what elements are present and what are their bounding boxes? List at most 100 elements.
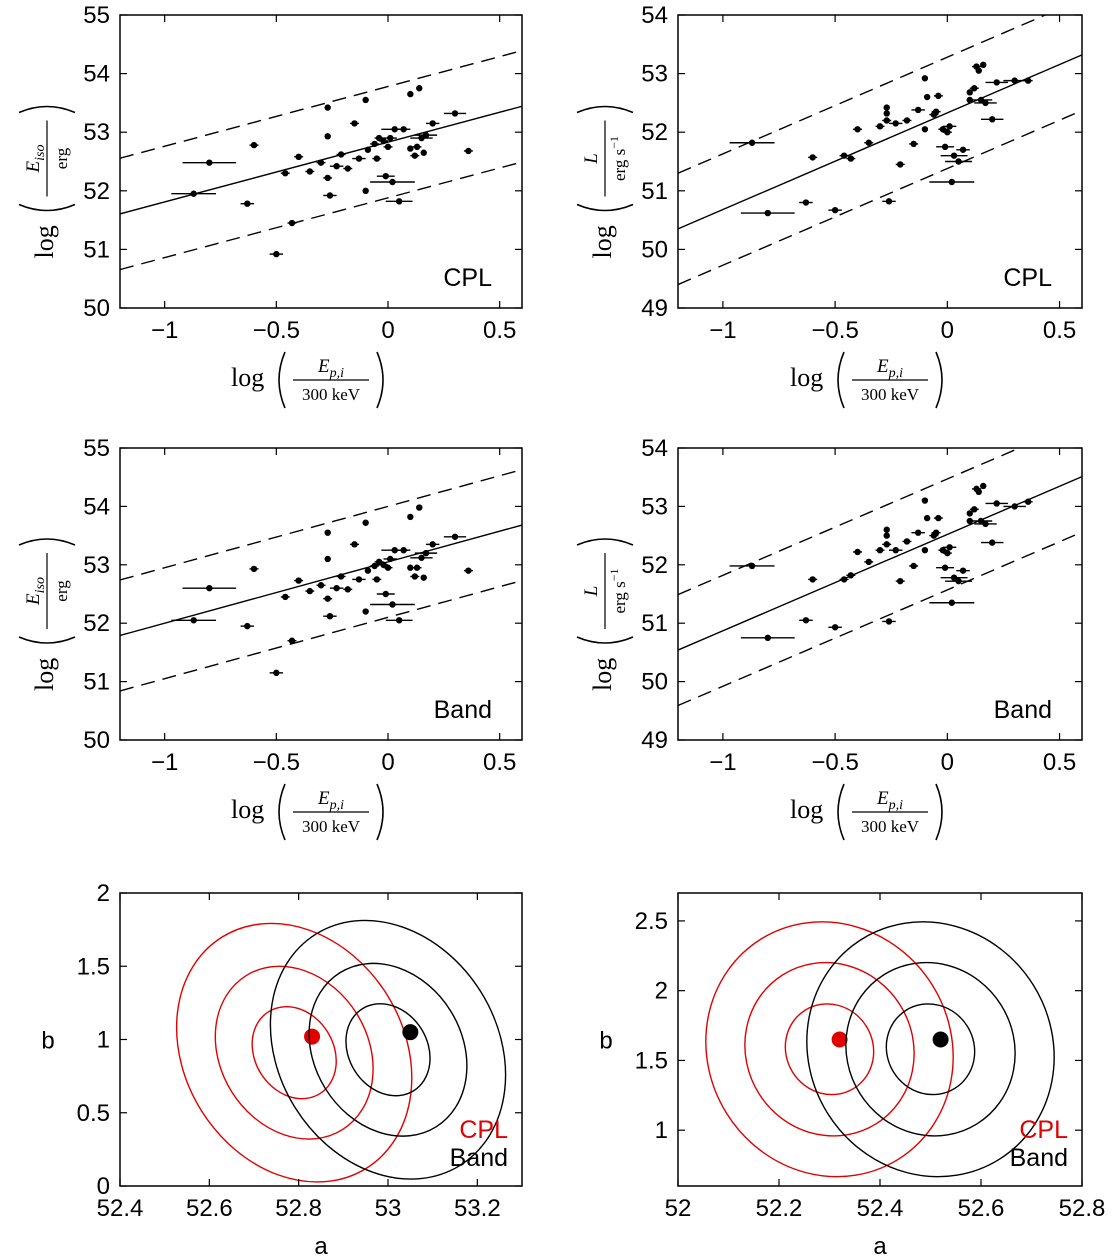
data-point: [269, 669, 284, 677]
x-tick-label: 52.8: [275, 1195, 322, 1222]
point-marker: [989, 539, 996, 546]
point-marker: [1011, 503, 1018, 510]
point-marker: [910, 140, 917, 148]
x-tick-label: 52.8: [1059, 1195, 1106, 1222]
data-point: [799, 199, 813, 206]
plot-area: [678, 15, 1082, 286]
numerator-symbol: E: [23, 160, 44, 173]
point-marker: [337, 151, 345, 158]
point-marker: [206, 159, 213, 166]
data-point: [287, 219, 297, 227]
point-marker: [324, 529, 331, 536]
left-paren: [837, 351, 845, 409]
data-point: [883, 110, 890, 117]
data-point: [370, 562, 380, 570]
y-tick-label: 49: [641, 727, 668, 754]
point-marker: [764, 634, 771, 641]
y-tick-label: 50: [83, 295, 110, 322]
axis-label-log: log: [231, 795, 264, 824]
y-tick-label: 54: [641, 435, 668, 462]
numerator-symbol: E: [317, 356, 330, 377]
data-point: [376, 590, 395, 598]
y-axis-label: b: [41, 1028, 54, 1055]
y-tick-label: 0.5: [77, 1100, 110, 1127]
point-marker: [355, 576, 363, 583]
x-tick-label: 0.5: [483, 749, 516, 776]
denominator-text: erg s: [610, 149, 629, 181]
point-marker: [373, 155, 381, 162]
data-point: [942, 129, 952, 136]
point-marker: [451, 110, 459, 117]
data-point: [729, 562, 775, 570]
data-point: [846, 572, 856, 579]
data-point: [182, 584, 237, 592]
x-tick-label: 53: [375, 1195, 402, 1222]
point-marker: [407, 513, 414, 521]
point-marker: [324, 133, 331, 140]
data-point: [385, 198, 413, 205]
axis-label: log Ep,i 300 keV: [231, 783, 384, 841]
point-marker: [244, 200, 251, 207]
data-point: [407, 145, 414, 152]
point-marker: [416, 85, 423, 92]
lower-scatter-line: [120, 579, 522, 692]
point-marker: [250, 565, 258, 573]
denominator-text: 300 keV: [861, 817, 920, 836]
data-point: [407, 90, 414, 98]
axis-label-log: log: [231, 363, 264, 392]
data-point: [940, 574, 968, 581]
y-tick-label: 50: [641, 669, 668, 696]
x-tick-label: 0.5: [1043, 749, 1076, 776]
point-marker: [407, 145, 414, 152]
y-tick-label: 53: [641, 493, 668, 520]
confidence-contour: [744, 961, 915, 1137]
point-marker: [306, 587, 314, 595]
point-marker: [295, 577, 302, 584]
data-point: [1003, 503, 1026, 510]
axis-label-denominator: erg: [52, 147, 71, 169]
data-point: [336, 573, 346, 580]
x-tick-label: 0: [941, 317, 954, 344]
data-point: [372, 155, 382, 162]
data-point: [249, 565, 259, 573]
point-marker: [883, 541, 890, 548]
point-marker: [344, 586, 351, 593]
data-point: [383, 143, 393, 151]
point-marker: [892, 120, 899, 127]
point-marker: [391, 547, 398, 554]
data-point: [839, 576, 849, 583]
data-point: [981, 539, 1004, 546]
point-marker: [326, 192, 334, 199]
plot-area: [120, 49, 522, 271]
right-paren: [18, 538, 76, 546]
axes-frame: [119, 447, 523, 741]
point-marker: [422, 549, 430, 557]
point-marker: [897, 577, 904, 585]
point-marker: [950, 574, 958, 581]
axis-label: log L erg s−1: [576, 538, 634, 691]
plot-area: [678, 448, 1082, 707]
data-point: [945, 577, 973, 585]
point-marker: [413, 143, 421, 151]
data-point: [1023, 77, 1033, 84]
point-marker: [362, 608, 369, 615]
data-point: [416, 504, 423, 511]
x-tick-label: −0.5: [811, 317, 858, 344]
y-tick-label: 53: [641, 61, 668, 88]
numerator-subscript: p,i: [888, 798, 904, 813]
axis-label-denominator: 300 keV: [861, 817, 920, 836]
data-point: [980, 482, 987, 490]
x-tick-label: 0: [381, 317, 394, 344]
axis-label: log Ep,i 300 keV: [790, 783, 943, 841]
data-point: [324, 529, 331, 536]
lower-scatter-line: [120, 161, 522, 271]
point-marker: [959, 567, 967, 574]
data-point: [412, 564, 422, 571]
y-tick-label: 52: [641, 552, 668, 579]
point-marker: [971, 85, 978, 92]
point-marker: [883, 110, 890, 117]
numerator-subscript: iso: [33, 577, 48, 593]
data-point: [909, 140, 919, 148]
